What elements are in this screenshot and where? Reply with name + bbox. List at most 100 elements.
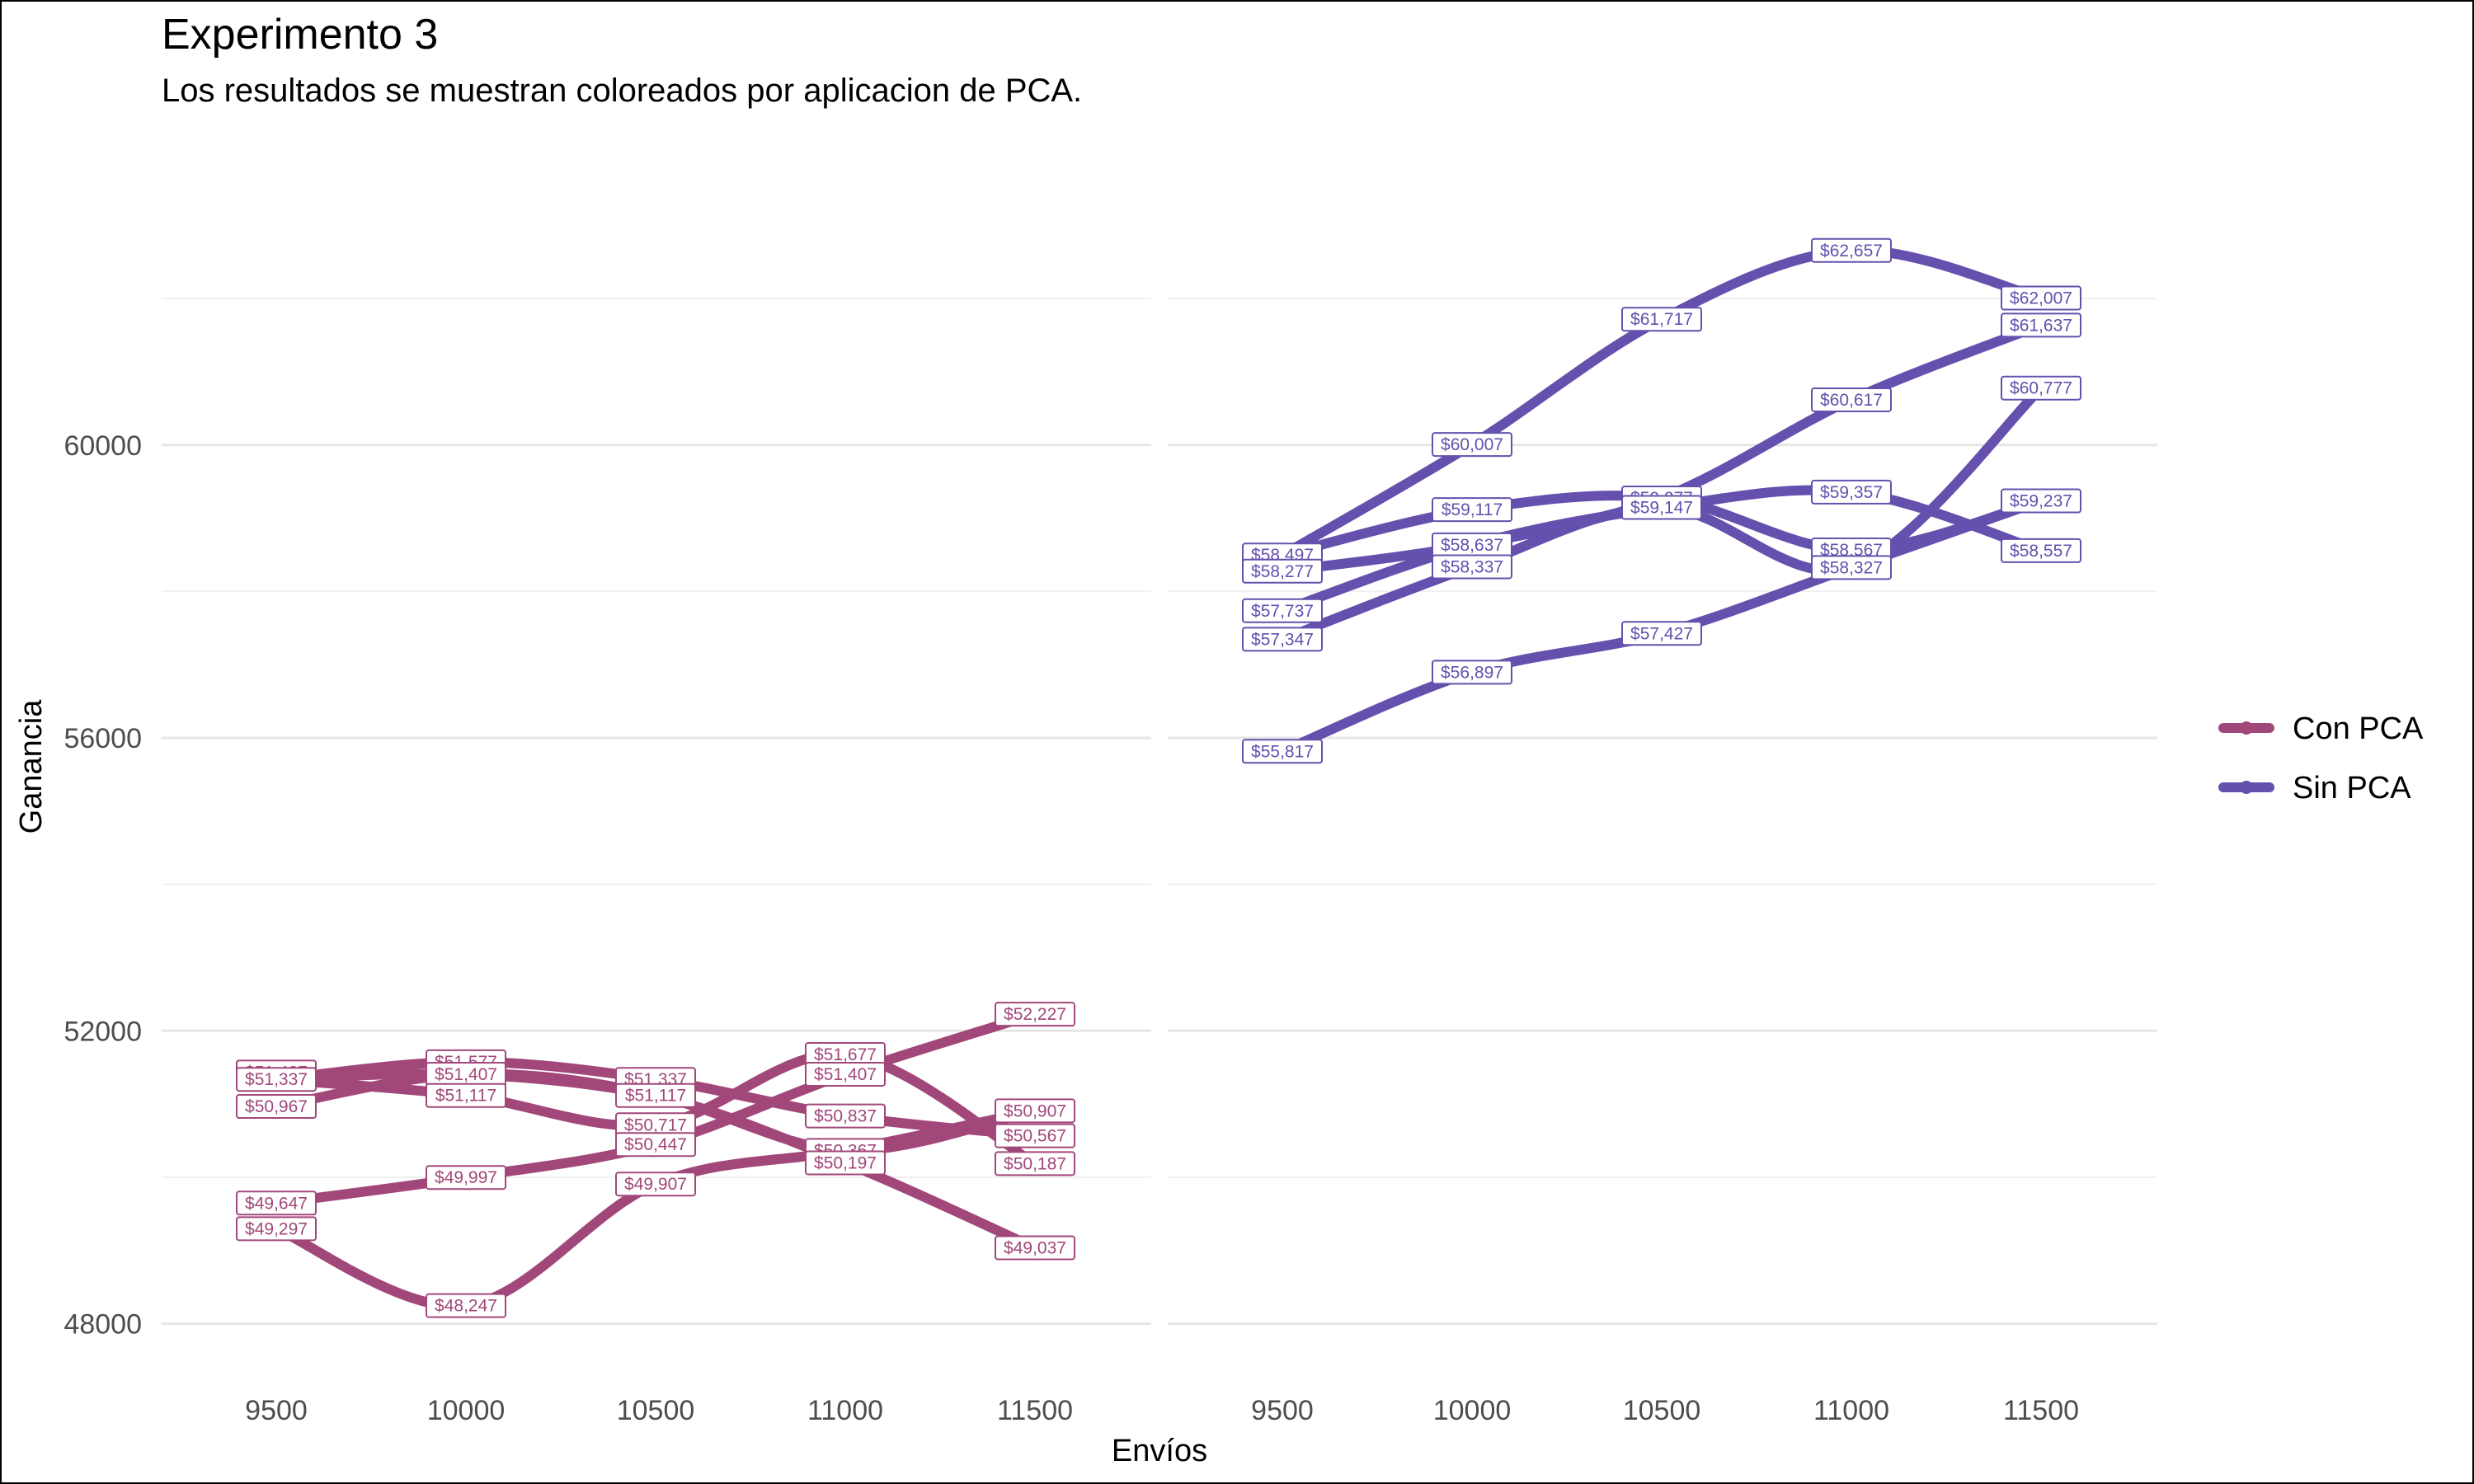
y-tick-label: 52000 — [63, 1016, 142, 1047]
data-label-text: $59,147 — [1630, 499, 1693, 518]
data-label-text: $49,997 — [435, 1168, 497, 1187]
data-label-box — [1811, 387, 1892, 412]
data-label-text: $50,187 — [1004, 1154, 1066, 1173]
data-label: $59,237 — [2001, 488, 2081, 514]
data-label-text: $57,737 — [1251, 602, 1314, 621]
data-label: $50,717 — [615, 1112, 696, 1138]
data-label: $58,327 — [1811, 555, 1892, 580]
data-label-box — [1242, 627, 1323, 652]
data-label-box — [995, 1098, 1075, 1124]
data-label-box — [1811, 555, 1892, 580]
data-label: $62,657 — [1811, 237, 1892, 263]
data-label-text: $58,637 — [1441, 536, 1503, 555]
data-label-text: $50,197 — [814, 1153, 877, 1172]
data-label: $51,337 — [236, 1067, 317, 1092]
data-label: $59,147 — [1621, 495, 1702, 520]
data-label-box — [236, 1067, 317, 1092]
x-tick-label: 10500 — [1623, 1395, 1701, 1426]
y-axis-title: Ganancia — [14, 699, 49, 834]
line-layer — [271, 245, 2046, 1312]
data-label-box — [1432, 554, 1512, 580]
x-tick-label: 10000 — [1433, 1395, 1512, 1426]
data-label-text: $51,407 — [435, 1065, 497, 1084]
y-tick-label: 48000 — [63, 1309, 142, 1341]
data-label: $57,737 — [1242, 598, 1323, 623]
x-tick-label: 11000 — [807, 1395, 883, 1426]
legend-key-dot — [2240, 781, 2253, 794]
data-label-box — [236, 1094, 317, 1120]
data-label-box — [236, 1190, 317, 1216]
data-label-text: $59,357 — [1820, 483, 1883, 502]
data-label-text: $50,717 — [624, 1115, 687, 1134]
chart-subtitle: Los resultados se muestran coloreados po… — [162, 73, 1083, 109]
data-label-text: $52,227 — [1004, 1005, 1066, 1024]
data-label: $60,777 — [2001, 375, 2081, 401]
data-label-box — [995, 1151, 1075, 1176]
data-label-text: $49,647 — [245, 1194, 308, 1213]
data-label-text: $51,117 — [435, 1087, 496, 1106]
data-label: $61,717 — [1621, 307, 1702, 332]
legend: Con PCA Sin PCA — [2218, 711, 2424, 805]
data-label: $49,647 — [236, 1190, 317, 1216]
data-label-box — [1621, 495, 1702, 520]
data-label-box — [995, 1002, 1075, 1027]
data-label-box — [2001, 285, 2081, 311]
data-label-box — [426, 1082, 506, 1108]
data-label: $49,907 — [615, 1172, 696, 1197]
data-label-box — [2001, 375, 2081, 401]
data-label-box — [805, 1150, 886, 1176]
legend-label: Con PCA — [2293, 711, 2424, 746]
data-label-text: $50,447 — [624, 1135, 687, 1154]
data-label-box — [236, 1216, 317, 1242]
data-label-text: $58,277 — [1251, 562, 1314, 581]
data-label-text: $51,677 — [814, 1045, 877, 1064]
data-label-box — [995, 1123, 1075, 1148]
chart-title: Experimento 3 — [162, 11, 439, 59]
data-label-box — [1621, 621, 1702, 646]
data-label: $49,297 — [236, 1216, 317, 1242]
x-axis-title: Envíos — [1112, 1434, 1207, 1468]
data-label: $60,617 — [1811, 387, 1892, 412]
data-label-box — [1432, 497, 1512, 523]
data-label: $58,337 — [1432, 554, 1512, 580]
data-label: $61,637 — [2001, 312, 2081, 338]
data-label-text: $55,817 — [1251, 742, 1314, 761]
x-tick-label: 10000 — [427, 1395, 506, 1426]
data-label: $55,817 — [1242, 739, 1323, 764]
data-label-text: $61,637 — [2010, 316, 2072, 335]
data-label: $59,357 — [1811, 479, 1892, 505]
data-label-box — [426, 1293, 506, 1318]
data-label-text: $59,117 — [1442, 500, 1503, 519]
data-label: $50,197 — [805, 1150, 886, 1176]
data-label: $50,567 — [995, 1123, 1075, 1148]
data-label: $51,677 — [805, 1041, 886, 1067]
data-label-text: $58,327 — [1820, 558, 1883, 577]
data-label: $50,967 — [236, 1094, 317, 1120]
data-label: $50,907 — [995, 1098, 1075, 1124]
data-label-text: $50,567 — [1004, 1127, 1066, 1146]
x-tick-label: 11000 — [1813, 1395, 1889, 1426]
data-label-box — [1432, 660, 1512, 685]
data-label-text: $48,247 — [435, 1297, 497, 1316]
data-label-text: $50,907 — [1004, 1101, 1066, 1120]
data-label-text: $60,617 — [1820, 391, 1883, 410]
legend-key-dot — [2240, 721, 2253, 735]
data-label: $57,347 — [1242, 627, 1323, 652]
data-label-box — [1242, 739, 1323, 764]
data-label: $58,557 — [2001, 538, 2081, 563]
data-label: $50,837 — [805, 1103, 886, 1129]
data-label-text: $58,337 — [1441, 557, 1503, 576]
x-tick-label: 11500 — [2003, 1395, 2079, 1426]
data-label-text: $50,837 — [814, 1107, 877, 1126]
data-label-box — [615, 1082, 696, 1108]
data-label-box — [1621, 307, 1702, 332]
data-label: $51,407 — [426, 1061, 506, 1087]
data-label: $51,117 — [615, 1082, 696, 1108]
label-layer: $51,437$51,337$50,967$49,647$49,297$51,5… — [236, 237, 2081, 1318]
data-label-text: $51,117 — [625, 1087, 686, 1106]
data-label-text: $49,907 — [624, 1175, 687, 1194]
data-label: $48,247 — [426, 1293, 506, 1318]
legend-label: Sin PCA — [2293, 771, 2411, 805]
